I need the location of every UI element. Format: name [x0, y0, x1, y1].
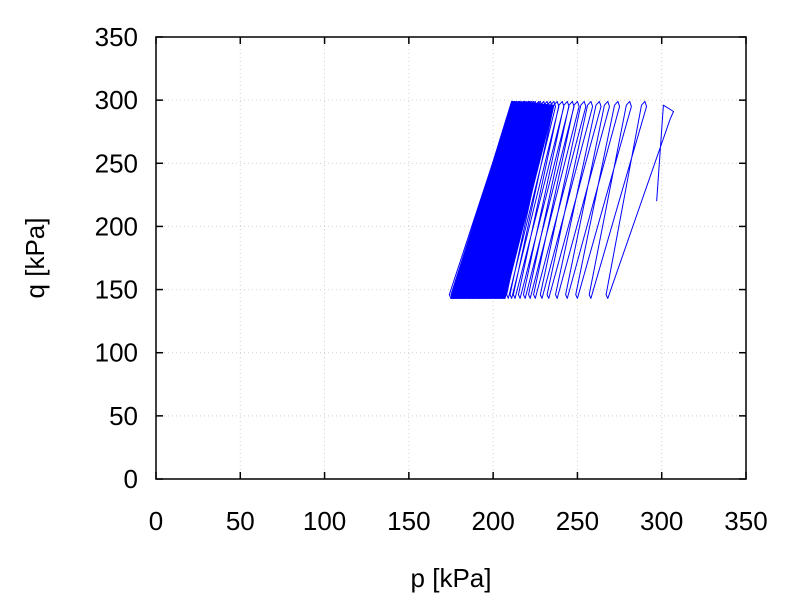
- series-group: [448, 100, 675, 299]
- y-tick-label: 150: [95, 275, 138, 305]
- y-tick-label: 300: [95, 85, 138, 115]
- x-tick-label: 150: [387, 506, 430, 536]
- x-tick-label: 0: [149, 506, 163, 536]
- tick-labels: 0 50 100 150 200 250 300 350 0 50 100 150 200 250 300 3…: [95, 22, 768, 536]
- x-tick-label: 50: [226, 506, 255, 536]
- y-tick-label: 0: [124, 464, 138, 494]
- y-tick-label: 250: [95, 148, 138, 178]
- dense-cycle-band: [450, 100, 555, 299]
- plot-frame: [155, 36, 747, 480]
- x-tick-label: 350: [724, 506, 767, 536]
- x-tick-label: 100: [303, 506, 346, 536]
- ticks: [155, 36, 747, 480]
- y-axis-title: q [kPa]: [20, 218, 50, 299]
- y-tick-label: 350: [95, 22, 138, 52]
- y-tick-label: 100: [95, 338, 138, 368]
- x-tick-label: 250: [556, 506, 599, 536]
- x-tick-label: 300: [640, 506, 683, 536]
- y-tick-label: 200: [95, 211, 138, 241]
- x-tick-label: 200: [471, 506, 514, 536]
- x-axis-title: p [kPa]: [411, 563, 492, 593]
- y-tick-label: 50: [109, 401, 138, 431]
- grid: [156, 37, 746, 479]
